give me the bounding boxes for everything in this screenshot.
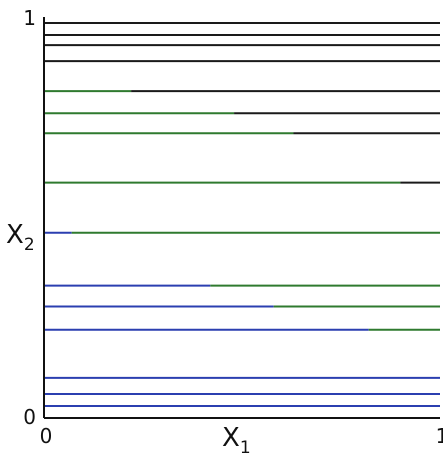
x-axis-label-subscript: 1 xyxy=(240,438,251,458)
x-axis-label-main: X xyxy=(222,423,240,453)
x-axis-label: X1 xyxy=(222,423,251,458)
y-axis-label: X2 xyxy=(6,220,35,255)
y-axis-label-subscript: 2 xyxy=(24,235,35,255)
y-axis-label-main: X xyxy=(6,220,24,250)
y-tick-label-top: 1 xyxy=(23,6,36,30)
axes-layer xyxy=(43,17,440,419)
lines-layer xyxy=(44,22,440,407)
y-tick-label-bottom: 0 xyxy=(23,405,36,429)
x-tick-label-left: 0 xyxy=(40,424,53,448)
x-tick-label-right: 1 xyxy=(436,424,443,448)
